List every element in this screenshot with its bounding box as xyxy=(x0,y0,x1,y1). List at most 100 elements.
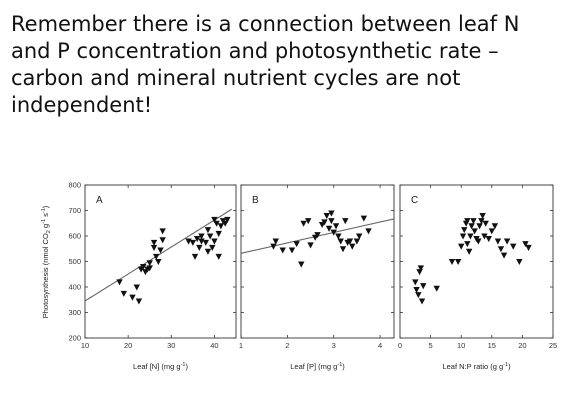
data-point xyxy=(217,223,225,230)
data-point xyxy=(300,220,307,227)
data-point xyxy=(135,298,143,305)
x-tick-label: 20 xyxy=(518,341,526,350)
panel-letter: A xyxy=(96,195,103,206)
data-point xyxy=(356,233,363,240)
data-point xyxy=(222,220,229,227)
data-point xyxy=(433,285,440,292)
data-point xyxy=(488,228,495,235)
y-tick-label: 800 xyxy=(68,181,81,190)
data-point xyxy=(339,246,347,253)
data-point xyxy=(198,233,205,240)
data-point xyxy=(459,233,467,240)
data-point xyxy=(215,230,222,237)
data-point xyxy=(305,218,312,225)
data-point xyxy=(416,269,423,276)
data-point xyxy=(157,247,164,254)
data-point xyxy=(202,239,209,246)
x-tick-label: 0 xyxy=(398,341,402,350)
data-point xyxy=(120,290,128,297)
data-point xyxy=(330,229,337,236)
data-point xyxy=(328,218,335,225)
data-point xyxy=(332,223,340,230)
y-axis-label: Photosynthesis (nmol CO2 g-1 s-1) xyxy=(41,205,52,318)
y-tick-label: 400 xyxy=(68,283,81,292)
x-tick-label: 1 xyxy=(239,341,243,350)
data-point xyxy=(206,233,214,240)
data-point xyxy=(272,238,279,245)
data-point xyxy=(211,238,218,245)
data-point xyxy=(328,210,335,217)
data-point xyxy=(288,247,296,254)
data-point xyxy=(497,246,505,253)
data-point xyxy=(129,294,136,301)
data-point xyxy=(494,238,502,245)
data-point xyxy=(325,225,333,232)
slide-text-block: Remember there is a connection between l… xyxy=(11,11,571,119)
data-point xyxy=(346,238,354,245)
x-tick-label: 4 xyxy=(378,341,382,350)
y-tick-label: 700 xyxy=(68,206,81,215)
data-point xyxy=(159,228,166,235)
data-point xyxy=(365,228,372,235)
panel-letter: B xyxy=(252,195,259,206)
data-point xyxy=(150,239,158,246)
data-point xyxy=(485,235,492,243)
data-point xyxy=(510,243,517,250)
data-point xyxy=(458,243,465,250)
data-point xyxy=(211,216,218,223)
x-tick-label: 2 xyxy=(285,341,289,350)
data-point xyxy=(471,228,478,235)
data-point xyxy=(133,284,140,291)
data-point xyxy=(516,258,523,266)
y-tick-label: 300 xyxy=(68,308,81,317)
data-point xyxy=(279,247,286,254)
data-point xyxy=(418,298,426,305)
x-tick-label: 3 xyxy=(332,341,336,350)
data-point xyxy=(146,265,153,272)
slide-text-line: carbon and mineral nutrient cycles are n… xyxy=(11,66,461,90)
data-point xyxy=(417,265,425,272)
data-point xyxy=(140,264,147,271)
data-point xyxy=(479,213,486,220)
data-point xyxy=(159,237,166,244)
data-point xyxy=(307,242,314,249)
data-point xyxy=(448,258,456,266)
data-point xyxy=(215,253,222,260)
data-point xyxy=(189,239,197,246)
x-axis-label: Leaf [P] (mg g-1) xyxy=(290,362,345,371)
data-point xyxy=(522,241,529,248)
data-point xyxy=(481,233,488,240)
data-point xyxy=(349,243,356,250)
data-point xyxy=(204,227,212,234)
data-point xyxy=(314,232,321,239)
data-point xyxy=(204,248,212,255)
x-tick-label: 40 xyxy=(210,341,218,350)
data-point xyxy=(464,241,471,248)
x-tick-label: 25 xyxy=(549,341,557,350)
data-point xyxy=(412,279,419,286)
data-point xyxy=(342,218,349,225)
y-tick-label: 200 xyxy=(68,334,81,343)
x-tick-label: 15 xyxy=(488,341,496,350)
data-point xyxy=(293,241,300,248)
data-point xyxy=(470,218,477,225)
data-point xyxy=(150,244,158,251)
data-point xyxy=(353,238,361,245)
data-point xyxy=(209,244,216,251)
data-point xyxy=(475,238,482,245)
panel-frame xyxy=(84,184,237,339)
y-tick-label: 600 xyxy=(68,232,81,241)
slide-text-line: independent! xyxy=(11,93,153,117)
x-axis-label: Leaf [N] (mg g-1) xyxy=(133,362,188,371)
x-tick-label: 20 xyxy=(124,341,132,350)
data-point xyxy=(196,244,203,251)
panel-letter: C xyxy=(411,195,418,206)
data-point xyxy=(360,215,368,222)
data-point xyxy=(335,233,342,240)
data-point xyxy=(420,283,427,290)
data-point xyxy=(476,223,483,230)
data-point xyxy=(415,292,422,299)
x-tick-label: 10 xyxy=(457,341,465,350)
data-point xyxy=(454,258,462,266)
data-point xyxy=(525,244,532,251)
